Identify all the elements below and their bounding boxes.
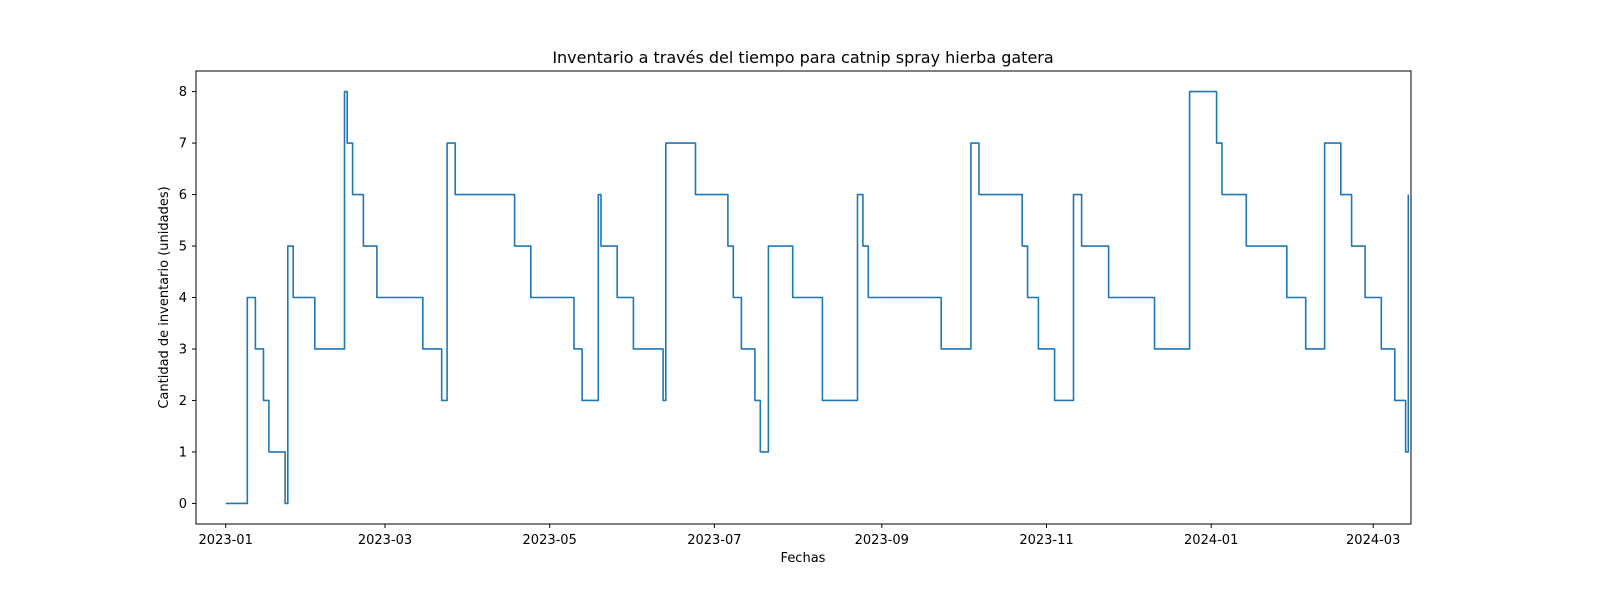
plot-area: [225, 90, 1410, 505]
x-tick-label: 2024-01: [1184, 533, 1238, 548]
y-axis-title: Cantidad de inventario (unidades): [157, 186, 172, 408]
x-tick-label: 2023-11: [1019, 533, 1073, 548]
x-axis-title: Fechas: [781, 551, 826, 566]
y-tick-label: 2: [179, 394, 187, 409]
y-tick-label: 6: [179, 188, 187, 203]
y-tick-label: 3: [179, 342, 187, 357]
y-tick-label: 1: [179, 445, 187, 460]
y-tick-label: 0: [179, 497, 187, 512]
x-tick-label: 2023-05: [523, 533, 577, 548]
plot-frame: [195, 70, 1412, 525]
x-axis-ticks: 2023-01 2023-03 2023-05 2023-07 2023-09 2023-…: [199, 524, 1400, 548]
x-tick-label: 2023-09: [855, 533, 909, 548]
chart-title: Inventario a través del tiempo para catn…: [552, 48, 1053, 67]
y-tick-label: 8: [179, 85, 187, 100]
x-tick-label: 2023-01: [199, 533, 253, 548]
series-line-0: [225, 90, 1410, 505]
x-tick-label: 2023-07: [687, 533, 741, 548]
y-tick-label: 5: [179, 240, 187, 255]
x-tick-label: 2023-03: [358, 533, 412, 548]
y-tick-label: 7: [179, 137, 187, 152]
x-tick-label: 2024-03: [1346, 533, 1400, 548]
y-axis-ticks: 0 1 2 3 4 5 6 7 8: [179, 85, 196, 512]
y-tick-label: 4: [179, 291, 187, 306]
